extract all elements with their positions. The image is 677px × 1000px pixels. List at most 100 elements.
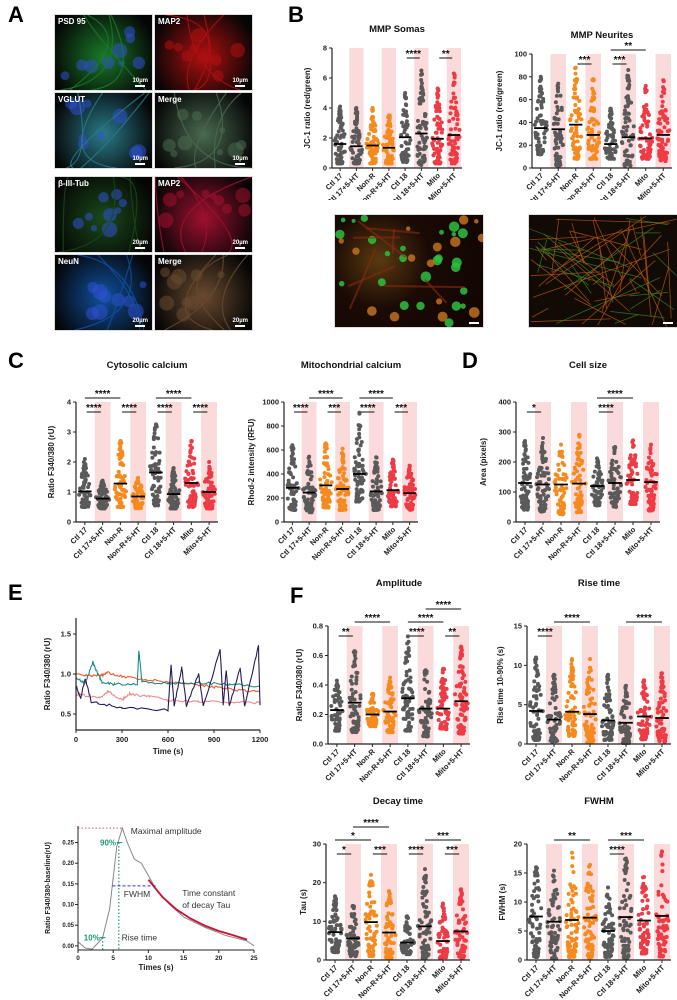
- svg-text:4: 4: [67, 398, 72, 407]
- svg-text:1.5: 1.5: [61, 630, 71, 639]
- micrograph-3: Merge 10µm: [154, 92, 253, 169]
- svg-text:4: 4: [323, 104, 328, 113]
- significance-label: ***: [395, 403, 407, 414]
- svg-text:600: 600: [162, 735, 175, 744]
- chart-title: Cytosolic calcium: [107, 360, 188, 371]
- significance-label: ***: [579, 55, 591, 66]
- chart-title: Mitochondrial calcium: [301, 360, 401, 371]
- svg-text:600: 600: [266, 446, 279, 455]
- decay-fit-curve: [147, 879, 248, 941]
- micrograph-7: Merge 20µm: [154, 254, 253, 331]
- scale-bar: [469, 321, 479, 324]
- micrograph-label: β-III-Tub: [58, 179, 89, 188]
- svg-text:0.15: 0.15: [62, 882, 74, 888]
- trace-teal: [75, 650, 261, 688]
- svg-text:300: 300: [498, 428, 511, 437]
- significance-label: ****: [157, 403, 173, 414]
- chart-title: FWHM: [584, 796, 614, 807]
- significance-label: ****: [318, 389, 334, 400]
- chart-mitochondrial-calcium: Mitochondrial calcium 0 200 400 600 800 1000 Rh…: [238, 352, 438, 562]
- micrograph-texture: [155, 177, 252, 252]
- svg-text:6: 6: [323, 74, 327, 83]
- micrograph-5: MAP2 20µm: [154, 176, 253, 253]
- chart-cell-size: Cell size 0 100 200 300 400 Area (pixels) Ctl 1…: [470, 352, 670, 562]
- significance-label: ****: [368, 389, 384, 400]
- panel-letter-f: F: [290, 583, 304, 608]
- significance-label: ***: [437, 831, 449, 842]
- chart-cytosolic-calcium: Cytosolic calcium 0 1 2 3 4 Ratio F340/380 (rU…: [40, 352, 230, 562]
- svg-text:0.25: 0.25: [62, 841, 74, 847]
- scale-bar: 20µm: [233, 240, 248, 249]
- svg-text:0: 0: [275, 518, 279, 527]
- significance-label: ****: [166, 389, 182, 400]
- svg-text:80: 80: [519, 72, 527, 81]
- svg-text:15: 15: [180, 955, 188, 962]
- svg-text:15: 15: [514, 622, 522, 631]
- x-axis-label: Time (s): [153, 747, 184, 756]
- svg-text:20: 20: [519, 141, 527, 150]
- chart-transient-schematic: Maximal amplitude 90% 10% FWHM Rise time Time…: [40, 818, 270, 998]
- micrograph-label: MAP2: [158, 17, 181, 26]
- svg-text:0.8: 0.8: [313, 622, 323, 631]
- svg-text:20: 20: [215, 955, 223, 962]
- y-axis-label: Rise time 10-90% (s): [496, 646, 505, 724]
- significance-label: **: [624, 41, 632, 52]
- svg-text:800: 800: [266, 422, 279, 431]
- y-axis-label: Ratio F340/380 (rU): [47, 425, 56, 498]
- scale-bar: [663, 321, 673, 324]
- svg-text:3: 3: [67, 428, 71, 437]
- significance-label: **: [342, 627, 350, 638]
- micrograph-texture: [164, 15, 245, 90]
- micrograph-2: VGLUT 10µm: [54, 92, 153, 169]
- y-axis-label: Ratio F340/380-baseline(rU): [45, 842, 52, 934]
- svg-text:1000: 1000: [262, 398, 279, 407]
- scale-bar: 10µm: [133, 78, 148, 87]
- svg-text:10: 10: [514, 661, 522, 670]
- svg-text:400: 400: [498, 398, 511, 407]
- svg-text:2: 2: [67, 458, 71, 467]
- svg-text:8: 8: [323, 44, 327, 53]
- significance-label: ****: [609, 845, 625, 856]
- trace-navy: [75, 645, 261, 712]
- y-axis-label: Area (pixels): [479, 438, 488, 486]
- plot-svg: Cytosolic calcium 0 1 2 3 4 Ratio F340/380 (rU…: [47, 360, 218, 562]
- significance-label: **: [442, 49, 450, 60]
- svg-text:0.5: 0.5: [61, 710, 71, 719]
- svg-text:300: 300: [116, 735, 129, 744]
- plot-svg: Maximal amplitude 90% 10% FWHM Rise time Time…: [45, 826, 258, 972]
- chart-title: Decay time: [373, 796, 423, 807]
- significance-label: ****: [408, 845, 424, 856]
- micrograph-label: Merge: [158, 257, 182, 266]
- significance-label: ****: [537, 627, 553, 638]
- chart-calcium-traces: 0.5 1.0 1.5 0 300 600 900 1200 Time (s) Ratio F34…: [30, 612, 275, 767]
- significance-label: ****: [405, 49, 421, 60]
- micrograph-texture: [74, 255, 147, 330]
- significance-label: ****: [86, 403, 102, 414]
- significance-label: *: [342, 845, 346, 856]
- significance-label: ***: [620, 831, 632, 842]
- significance-label: ***: [614, 55, 626, 66]
- svg-text:0.00: 0.00: [62, 944, 74, 950]
- mmp-neurite-micrograph: [528, 214, 677, 328]
- micrograph-label: MAP2: [158, 179, 181, 188]
- panel-letter-c: C: [8, 348, 24, 373]
- neurite-micrograph-texture: [529, 215, 677, 327]
- y-axis-label: Tau (s): [299, 889, 308, 915]
- svg-text:10: 10: [145, 955, 153, 962]
- significance-label: ****: [293, 403, 309, 414]
- y-axis-label: JC-1 ratio (red/green): [303, 67, 312, 148]
- svg-text:200: 200: [498, 458, 511, 467]
- annotation-label: 90%: [100, 839, 116, 848]
- significance-label: ****: [95, 389, 111, 400]
- chart-title: Cell size: [569, 360, 607, 371]
- chart-title: Amplitude: [376, 578, 422, 589]
- significance-label: ****: [564, 613, 580, 624]
- micrograph-texture: [60, 15, 147, 90]
- annotation-label: 10%: [84, 934, 100, 943]
- svg-text:0: 0: [67, 518, 71, 527]
- svg-text:0.0: 0.0: [313, 740, 323, 749]
- micrograph-label: Merge: [158, 95, 182, 104]
